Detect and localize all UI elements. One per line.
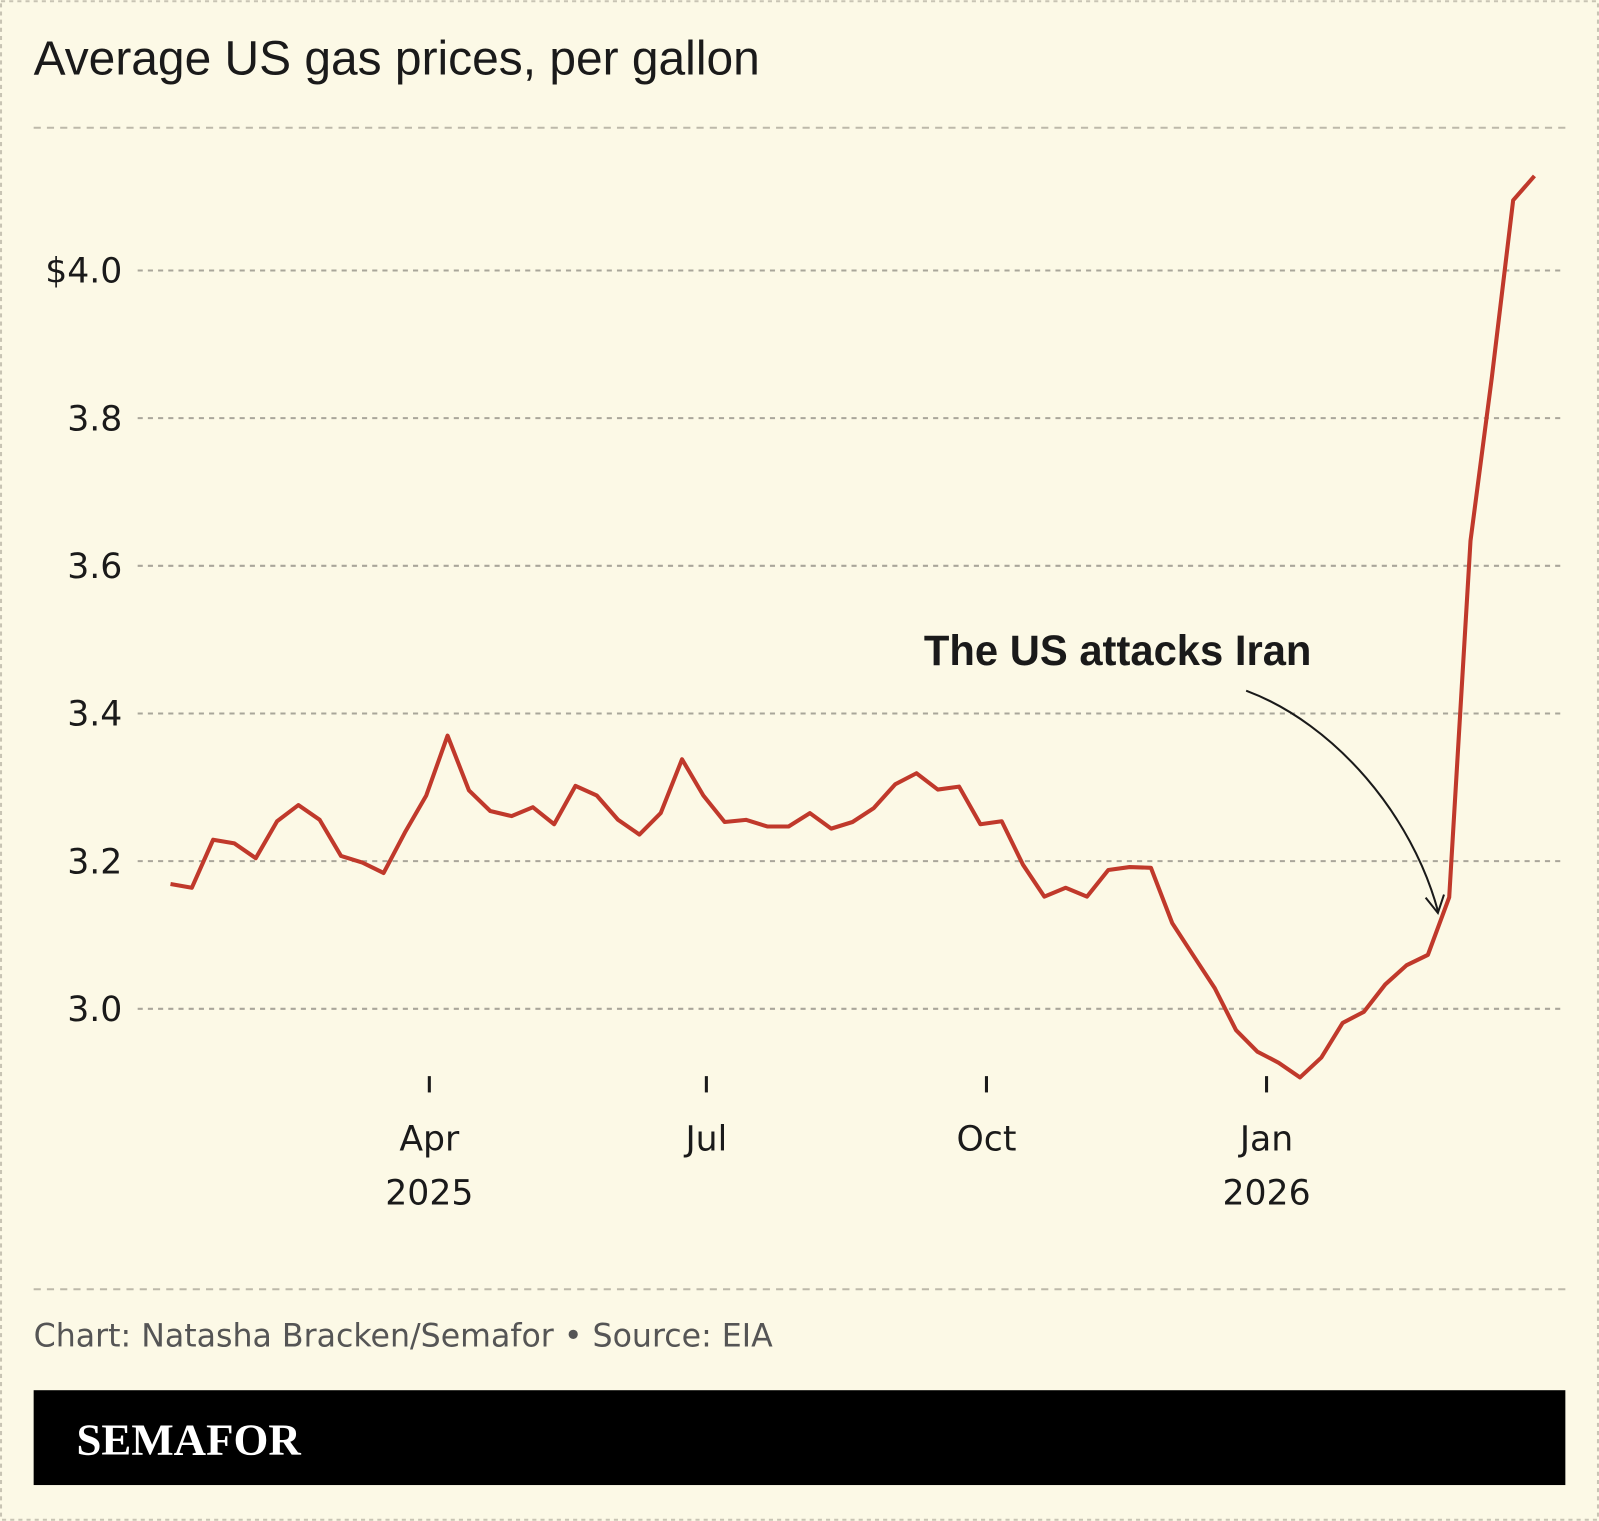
y-tick-label: 3.6 bbox=[67, 547, 122, 587]
x-tick-label: Oct bbox=[957, 1120, 1017, 1160]
x-tick-year-label: 2026 bbox=[1222, 1174, 1310, 1214]
x-tick-label: Jan bbox=[1238, 1120, 1293, 1160]
chart-title: Average US gas prices, per gallon bbox=[34, 33, 760, 86]
x-tick-label: Jul bbox=[683, 1120, 727, 1160]
y-tick-label: 3.2 bbox=[67, 842, 122, 882]
credit-text: Chart: Natasha Bracken/Semafor • Source:… bbox=[34, 1318, 773, 1354]
price-line bbox=[170, 174, 1536, 1080]
y-tick-label: $4.0 bbox=[45, 252, 122, 292]
footer-bar bbox=[33, 1390, 1566, 1486]
x-tick-year-label: 2025 bbox=[385, 1174, 473, 1214]
annotation-arrowhead bbox=[1424, 894, 1445, 916]
annotation-label: The US attacks Iran bbox=[924, 627, 1312, 675]
x-tick-label: Apr bbox=[399, 1120, 460, 1160]
semafor-logo: SEMAFOR bbox=[76, 1414, 301, 1464]
annotation-arrow bbox=[1245, 689, 1439, 912]
y-tick-label: 3.8 bbox=[67, 399, 122, 439]
y-tick-label: 3.4 bbox=[67, 695, 122, 735]
y-tick-label: 3.0 bbox=[67, 990, 122, 1030]
